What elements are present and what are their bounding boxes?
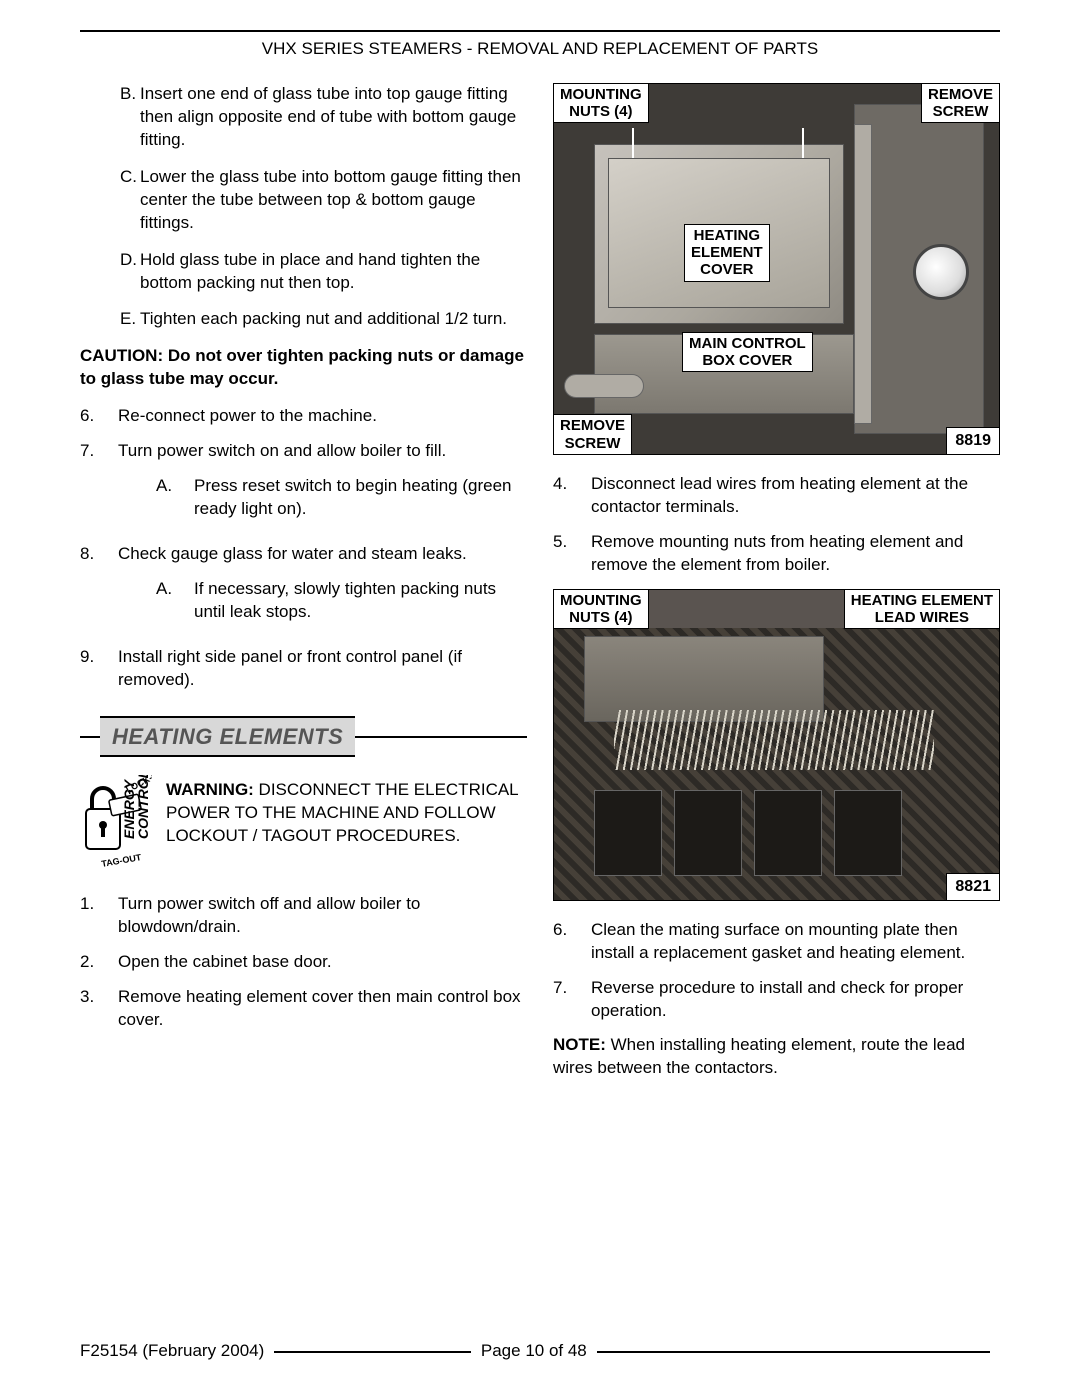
label-heating-cover: HEATING ELEMENT COVER bbox=[684, 224, 770, 282]
label-remove-screw-tr: REMOVE SCREW bbox=[921, 83, 1000, 124]
step-marker: 1. bbox=[80, 893, 104, 939]
footer-line-right bbox=[597, 1351, 990, 1353]
warning-text: WARNING: DISCONNECT THE ELECTRICAL POWER… bbox=[166, 775, 527, 871]
page-header: VHX SERIES STEAMERS - REMOVAL AND REPLAC… bbox=[80, 38, 1000, 61]
step-marker: B. bbox=[80, 83, 122, 152]
num-step: 6.Clean the mating surface on mounting p… bbox=[553, 919, 1000, 965]
heading-line-left bbox=[80, 736, 100, 738]
num-step: 2.Open the cabinet base door. bbox=[80, 951, 527, 974]
warning-label: WARNING: bbox=[166, 780, 254, 799]
left-column: B.Insert one end of glass tube into top … bbox=[80, 83, 527, 1080]
note-label: NOTE: bbox=[553, 1035, 606, 1054]
note-block: NOTE: When installing heating element, r… bbox=[553, 1034, 1000, 1080]
step-text: Clean the mating surface on mounting pla… bbox=[577, 919, 1000, 965]
step-marker: 5. bbox=[553, 531, 577, 577]
svg-text:TAG-OUT: TAG-OUT bbox=[101, 852, 143, 869]
step-text: Remove mounting nuts from heating elemen… bbox=[577, 531, 1000, 577]
num-step: 3.Remove heating element cover then main… bbox=[80, 986, 527, 1032]
warning-block: LOCK-OUT ENERGY CONTROL TAG-OUT WARNING:… bbox=[80, 775, 527, 871]
note-body: When installing heating element, route t… bbox=[553, 1035, 965, 1077]
right-column: MOUNTING NUTS (4) REMOVE SCREW HEATING E… bbox=[553, 83, 1000, 1080]
step-text: Open the cabinet base door. bbox=[104, 951, 527, 974]
letter-step: B.Insert one end of glass tube into top … bbox=[80, 83, 527, 152]
num-step: 9.Install right side panel or front cont… bbox=[80, 646, 527, 692]
step-text: Press reset switch to begin heating (gre… bbox=[176, 475, 527, 521]
sub-step: A.If necessary, slowly tighten packing n… bbox=[118, 578, 527, 624]
page-body: VHX SERIES STEAMERS - REMOVAL AND REPLAC… bbox=[0, 0, 1080, 1080]
numbered-steps-r1: 4.Disconnect lead wires from heating ele… bbox=[553, 473, 1000, 577]
lockout-tagout-icon: LOCK-OUT ENERGY CONTROL TAG-OUT bbox=[80, 775, 152, 871]
sub-steps: A.Press reset switch to begin heating (g… bbox=[118, 475, 527, 521]
step-marker: 7. bbox=[80, 440, 104, 531]
step-marker: E. bbox=[80, 308, 122, 331]
step-text: Turn power switch on and allow boiler to… bbox=[104, 440, 527, 531]
figure-8819: MOUNTING NUTS (4) REMOVE SCREW HEATING E… bbox=[553, 83, 1000, 455]
numbered-steps-1: 6.Re-connect power to the machine.7.Turn… bbox=[80, 405, 527, 691]
columns: B.Insert one end of glass tube into top … bbox=[80, 83, 1000, 1080]
footer-doc-id: F25154 (February 2004) bbox=[80, 1340, 264, 1363]
num-step: 6.Re-connect power to the machine. bbox=[80, 405, 527, 428]
step-marker: 2. bbox=[80, 951, 104, 974]
step-marker: 7. bbox=[553, 977, 577, 1023]
num-step: 7.Reverse procedure to install and check… bbox=[553, 977, 1000, 1023]
label-mounting-nuts-2: MOUNTING NUTS (4) bbox=[553, 589, 649, 630]
step-text: Reverse procedure to install and check f… bbox=[577, 977, 1000, 1023]
num-step: 5.Remove mounting nuts from heating elem… bbox=[553, 531, 1000, 577]
svg-text:CONTROL: CONTROL bbox=[135, 775, 151, 839]
step-text: Remove heating element cover then main c… bbox=[104, 986, 527, 1032]
letter-step: D.Hold glass tube in place and hand tigh… bbox=[80, 249, 527, 295]
page-footer: F25154 (February 2004) Page 10 of 48 bbox=[80, 1340, 1000, 1363]
label-main-box-cover: MAIN CONTROL BOX COVER bbox=[682, 332, 813, 373]
footer-line-left bbox=[274, 1351, 471, 1353]
heading-title: HEATING ELEMENTS bbox=[100, 716, 355, 758]
label-mounting-nuts: MOUNTING NUTS (4) bbox=[553, 83, 649, 124]
step-marker: 9. bbox=[80, 646, 104, 692]
step-marker: 8. bbox=[80, 543, 104, 634]
letter-step: C.Lower the glass tube into bottom gauge… bbox=[80, 166, 527, 235]
step-text: Install right side panel or front contro… bbox=[104, 646, 527, 692]
step-marker: 6. bbox=[553, 919, 577, 965]
step-text: Insert one end of glass tube into top ga… bbox=[122, 83, 527, 152]
letter-step: E.Tighten each packing nut and additiona… bbox=[80, 308, 527, 331]
step-marker: 3. bbox=[80, 986, 104, 1032]
num-step: 4.Disconnect lead wires from heating ele… bbox=[553, 473, 1000, 519]
step-text: Tighten each packing nut and additional … bbox=[122, 308, 527, 331]
label-remove-screw-bl: REMOVE SCREW bbox=[553, 414, 632, 455]
num-step: 1.Turn power switch off and allow boiler… bbox=[80, 893, 527, 939]
step-text: Re-connect power to the machine. bbox=[104, 405, 527, 428]
footer-page-num: Page 10 of 48 bbox=[481, 1340, 587, 1363]
header-rule bbox=[80, 30, 1000, 32]
numbered-steps-r2: 6.Clean the mating surface on mounting p… bbox=[553, 919, 1000, 1023]
step-marker: 6. bbox=[80, 405, 104, 428]
step-text: Turn power switch off and allow boiler t… bbox=[104, 893, 527, 939]
heading-line-right bbox=[355, 736, 527, 738]
numbered-steps-2: 1.Turn power switch off and allow boiler… bbox=[80, 893, 527, 1032]
step-text: Check gauge glass for water and steam le… bbox=[104, 543, 527, 634]
label-lead-wires: HEATING ELEMENT LEAD WIRES bbox=[844, 589, 1000, 630]
step-marker: C. bbox=[80, 166, 122, 235]
step-marker: D. bbox=[80, 249, 122, 295]
step-marker: 4. bbox=[553, 473, 577, 519]
step-text: If necessary, slowly tighten packing nut… bbox=[176, 578, 527, 624]
figure-number-8821: 8821 bbox=[946, 873, 999, 900]
section-heading: HEATING ELEMENTS bbox=[80, 716, 527, 758]
step-text: Disconnect lead wires from heating eleme… bbox=[577, 473, 1000, 519]
num-step: 8.Check gauge glass for water and steam … bbox=[80, 543, 527, 634]
step-text: Hold glass tube in place and hand tighte… bbox=[122, 249, 527, 295]
step-marker: A. bbox=[118, 475, 176, 521]
figure-number-8819: 8819 bbox=[946, 427, 999, 454]
sub-step: A.Press reset switch to begin heating (g… bbox=[118, 475, 527, 521]
sub-steps: A.If necessary, slowly tighten packing n… bbox=[118, 578, 527, 624]
lettered-steps: B.Insert one end of glass tube into top … bbox=[80, 83, 527, 331]
step-text: Lower the glass tube into bottom gauge f… bbox=[122, 166, 527, 235]
figure-8821: MOUNTING NUTS (4) HEATING ELEMENT LEAD W… bbox=[553, 589, 1000, 901]
step-marker: A. bbox=[118, 578, 176, 624]
caution-text: CAUTION: Do not over tighten packing nut… bbox=[80, 345, 527, 391]
num-step: 7.Turn power switch on and allow boiler … bbox=[80, 440, 527, 531]
